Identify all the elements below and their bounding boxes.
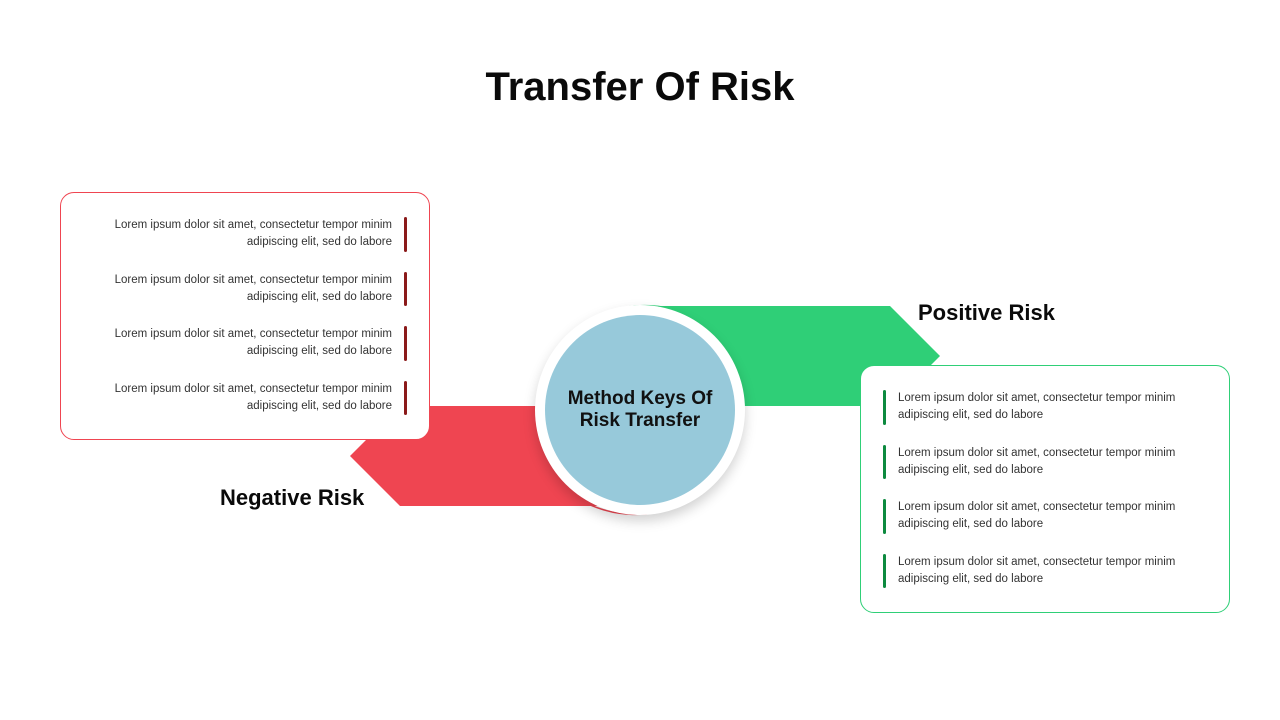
list-item: Lorem ipsum dolor sit amet, consectetur … bbox=[883, 554, 1207, 589]
item-text: Lorem ipsum dolor sit amet, consectetur … bbox=[83, 217, 392, 252]
item-bar bbox=[404, 272, 407, 307]
list-item: Lorem ipsum dolor sit amet, consectetur … bbox=[83, 381, 407, 416]
page-title: Transfer Of Risk bbox=[0, 65, 1280, 110]
list-item: Lorem ipsum dolor sit amet, consectetur … bbox=[83, 217, 407, 252]
center-circle-group: Method Keys Of Risk Transfer bbox=[530, 300, 750, 520]
negative-card: Lorem ipsum dolor sit amet, consectetur … bbox=[60, 192, 430, 440]
item-bar bbox=[883, 445, 886, 480]
item-bar bbox=[883, 390, 886, 425]
list-item: Lorem ipsum dolor sit amet, consectetur … bbox=[883, 445, 1207, 480]
list-item: Lorem ipsum dolor sit amet, consectetur … bbox=[883, 499, 1207, 534]
item-text: Lorem ipsum dolor sit amet, consectetur … bbox=[898, 554, 1207, 589]
item-text: Lorem ipsum dolor sit amet, consectetur … bbox=[898, 390, 1207, 425]
item-bar bbox=[404, 381, 407, 416]
item-text: Lorem ipsum dolor sit amet, consectetur … bbox=[898, 499, 1207, 534]
list-item: Lorem ipsum dolor sit amet, consectetur … bbox=[83, 272, 407, 307]
list-item: Lorem ipsum dolor sit amet, consectetur … bbox=[883, 390, 1207, 425]
item-bar bbox=[404, 217, 407, 252]
center-label: Method Keys Of Risk Transfer bbox=[565, 388, 715, 432]
positive-label: Positive Risk bbox=[918, 300, 1055, 326]
item-bar bbox=[883, 554, 886, 589]
positive-card: Lorem ipsum dolor sit amet, consectetur … bbox=[860, 365, 1230, 613]
item-bar bbox=[883, 499, 886, 534]
item-bar bbox=[404, 326, 407, 361]
item-text: Lorem ipsum dolor sit amet, consectetur … bbox=[898, 445, 1207, 480]
item-text: Lorem ipsum dolor sit amet, consectetur … bbox=[83, 326, 392, 361]
list-item: Lorem ipsum dolor sit amet, consectetur … bbox=[83, 326, 407, 361]
item-text: Lorem ipsum dolor sit amet, consectetur … bbox=[83, 272, 392, 307]
negative-label: Negative Risk bbox=[220, 485, 364, 511]
center-circle: Method Keys Of Risk Transfer bbox=[545, 315, 735, 505]
item-text: Lorem ipsum dolor sit amet, consectetur … bbox=[83, 381, 392, 416]
